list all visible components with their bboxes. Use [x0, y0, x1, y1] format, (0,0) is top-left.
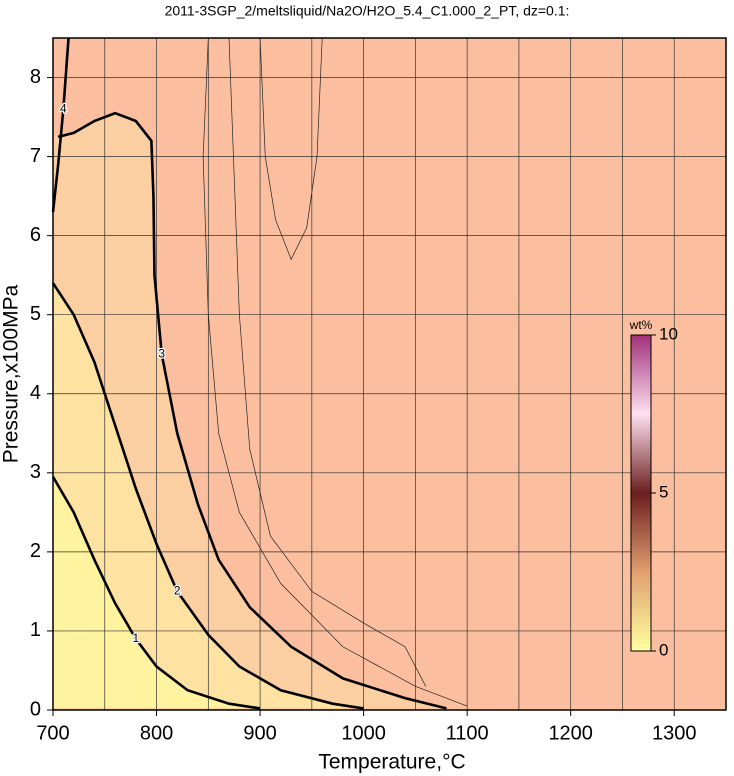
x-tick-label: 700 — [36, 722, 69, 744]
x-tick-label: 900 — [243, 722, 276, 744]
contour-line — [228, 37, 427, 687]
contour-label: 3 — [158, 346, 165, 360]
colorbar-tick-label: 10 — [659, 324, 678, 343]
contour-region — [53, 283, 364, 709]
x-tick-label: 1100 — [446, 722, 489, 744]
y-tick-label: 6 — [30, 224, 41, 246]
contour-line — [51, 282, 364, 710]
y-tick-label: 7 — [30, 145, 41, 167]
colorbar-label: wt% — [629, 318, 653, 332]
contour-line — [259, 37, 323, 261]
contour-line — [51, 37, 70, 213]
y-tick-label: 5 — [30, 303, 41, 325]
contour-line — [202, 37, 468, 707]
contour-label: 4 — [60, 101, 67, 115]
y-tick-label: 0 — [30, 698, 41, 720]
colorbar — [630, 334, 652, 652]
y-tick-label: 3 — [30, 461, 41, 483]
x-tick-label: 1200 — [548, 722, 593, 744]
y-tick-label: 2 — [30, 540, 41, 562]
y-tick-label: 1 — [30, 619, 41, 641]
contour-label: 1 — [132, 631, 139, 645]
x-tick-label: 1000 — [341, 722, 386, 744]
contour-line — [57, 111, 447, 710]
x-tick-label: 1300 — [652, 722, 697, 744]
contour-line — [51, 476, 261, 710]
colorbar-tick-label: 5 — [659, 482, 668, 501]
y-tick-label: 8 — [30, 66, 41, 88]
x-axis-label: Temperature,°C — [318, 751, 465, 774]
x-tick-label: 800 — [140, 722, 173, 744]
colorbar-tick-label: 0 — [659, 640, 668, 659]
y-axis-label: Pressure,x100MPa — [0, 284, 23, 463]
chart-title: 2011-3SGP_2/meltsliquid/Na2O/H2O_5.4_C1.… — [165, 3, 570, 19]
plot-frame — [52, 37, 727, 711]
y-tick-label: 4 — [30, 382, 41, 404]
contour-label: 2 — [174, 584, 181, 598]
